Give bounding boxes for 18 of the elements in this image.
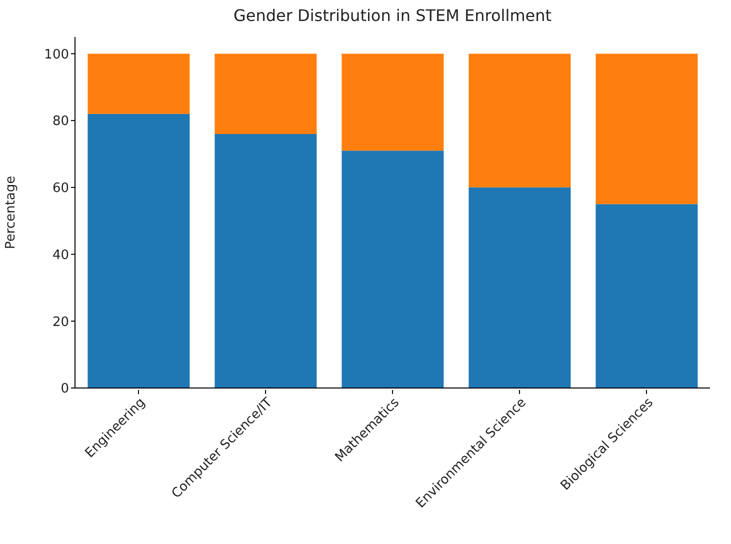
y-tick-label: 40 (52, 248, 69, 263)
bar (88, 114, 190, 388)
chart-title: Gender Distribution in STEM Enrollment (232, 6, 553, 25)
bar (468, 54, 571, 188)
bar (214, 54, 317, 134)
bar (342, 150, 444, 388)
y-tick-label: 80 (52, 114, 69, 130)
bar (88, 54, 190, 114)
y-tick-label: 0 (60, 382, 69, 397)
bar (468, 187, 571, 388)
bar (596, 54, 698, 204)
y-tick-label: 100 (44, 47, 69, 62)
bar (214, 134, 317, 388)
bar (342, 54, 444, 151)
y-tick-label: 20 (52, 314, 69, 330)
y-tick-label: 60 (52, 181, 69, 196)
y-axis-title: Percentage (4, 176, 19, 250)
bar (596, 204, 698, 388)
